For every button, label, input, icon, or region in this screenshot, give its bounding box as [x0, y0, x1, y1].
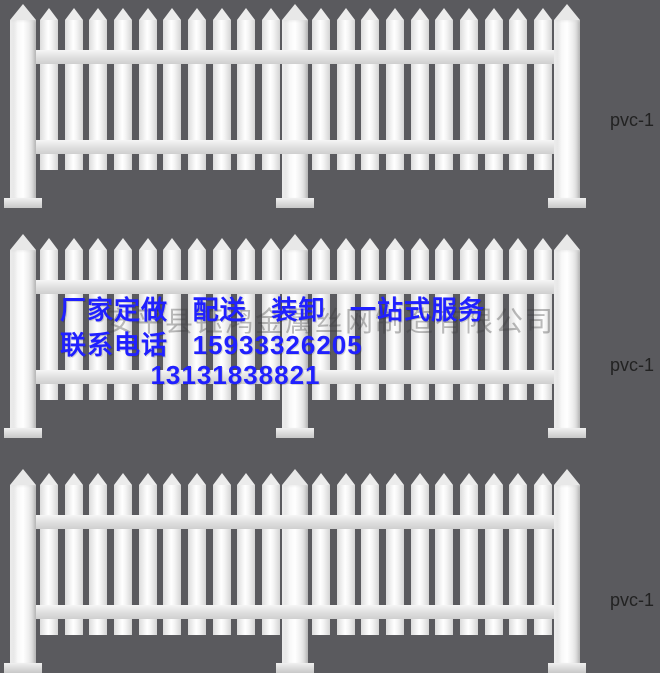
fence-post	[282, 20, 308, 200]
fence-label-2: pvc-1	[610, 355, 654, 376]
promo-line-3: 13131838821	[60, 360, 321, 391]
fence-post	[10, 20, 36, 200]
fence-rail-top	[36, 515, 554, 529]
fence-label-1: pvc-1	[610, 110, 654, 131]
fence-post	[282, 485, 308, 665]
fence-rail-bottom	[36, 605, 554, 619]
fence-row-3	[10, 475, 580, 665]
fence-rail-top	[36, 50, 554, 64]
fence-rail-bottom	[36, 140, 554, 154]
fence-post	[554, 20, 580, 200]
promo-line-1: 厂家定做 配送 装卸 一站式服务	[60, 290, 485, 327]
fence-label-3: pvc-1	[610, 590, 654, 611]
fence-row-1	[10, 10, 580, 200]
fence-post	[10, 250, 36, 430]
fence-post	[10, 485, 36, 665]
fence-post	[554, 250, 580, 430]
promo-line-2: 联系电话 15933326205	[60, 325, 363, 362]
fence-post	[554, 485, 580, 665]
